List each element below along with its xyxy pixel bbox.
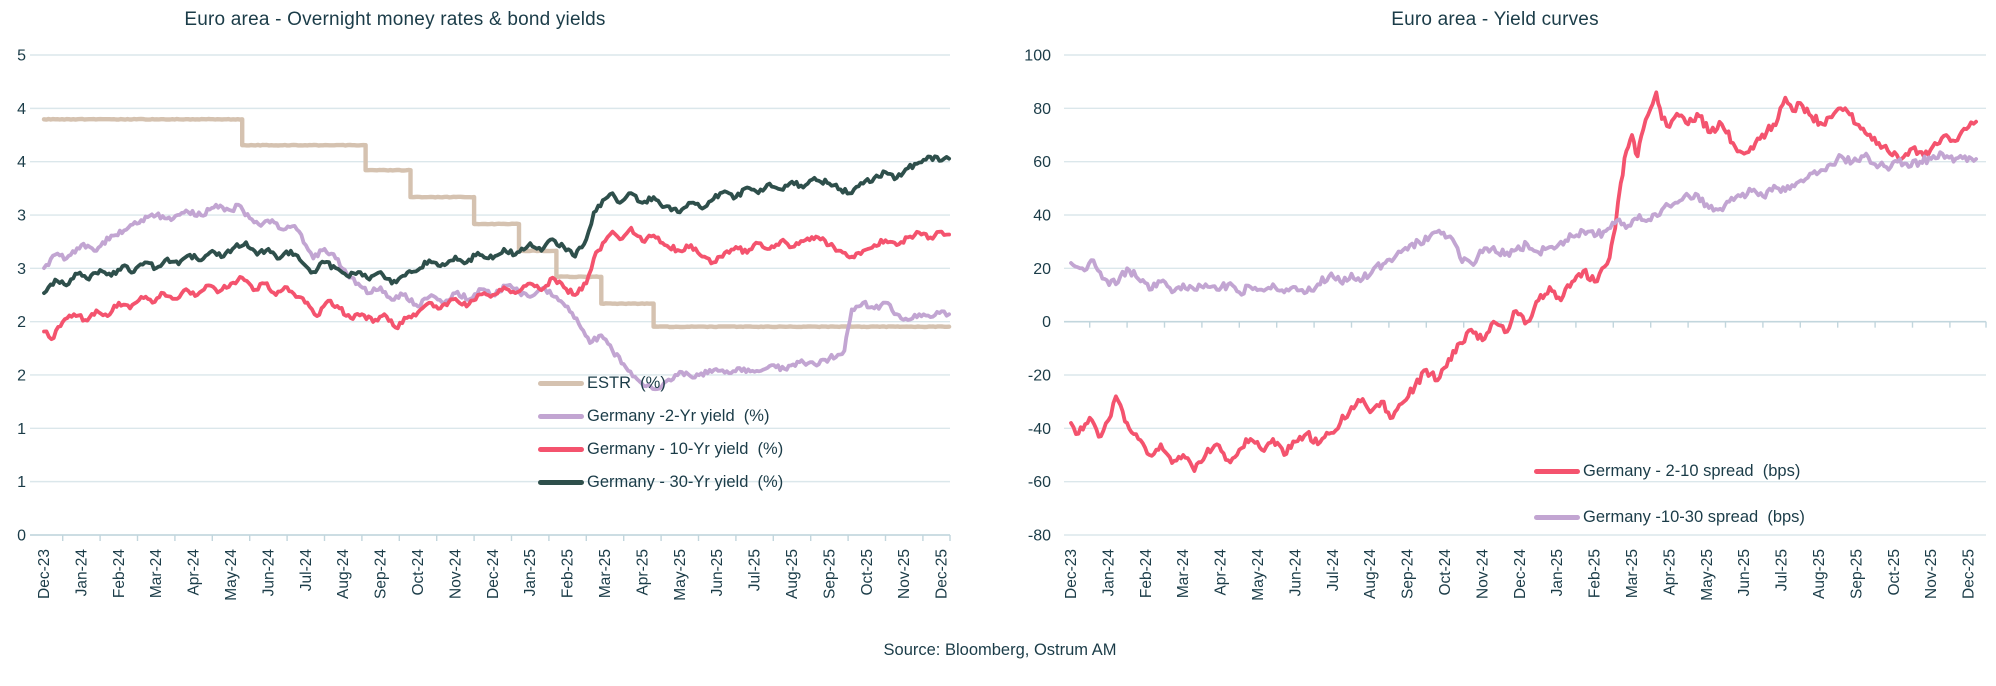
svg-text:Aug-25: Aug-25 [1811,549,1828,599]
svg-text:Jan-24: Jan-24 [1100,549,1117,597]
svg-text:Dec-24: Dec-24 [1512,549,1529,599]
svg-text:Oct-24: Oct-24 [410,549,427,596]
10-30-spread-legend-label: Germany -10-30 spread (bps) [1583,507,1805,526]
svg-text:Nov-24: Nov-24 [447,549,464,599]
svg-text:5: 5 [17,48,26,65]
svg-text:-80: -80 [1028,528,1051,545]
left-chart-title: Euro area - Overnight money rates & bond… [184,9,606,30]
svg-text:Nov-24: Nov-24 [1474,549,1491,599]
svg-text:Oct-25: Oct-25 [1886,549,1903,596]
germany-2y-legend-label: Germany -2-Yr yield (%) [587,406,770,425]
legend-item-10-30-spread: Germany -10-30 spread (bps) [1534,507,1805,527]
svg-text:Nov-25: Nov-25 [1923,549,1940,599]
svg-text:3: 3 [17,261,26,278]
svg-text:Apr-24: Apr-24 [1213,549,1230,596]
source-note: Source: Bloomberg, Ostrum AM [883,641,1117,659]
legend-item-germany-10y: Germany - 10-Yr yield (%) [538,439,783,459]
svg-text:Aug-24: Aug-24 [335,549,352,599]
svg-text:May-25: May-25 [672,549,689,601]
svg-text:Jun-24: Jun-24 [260,549,277,597]
svg-text:Apr-25: Apr-25 [1661,549,1678,596]
legend-item-2-10-spread: Germany - 2-10 spread (bps) [1534,461,1805,481]
svg-text:60: 60 [1033,154,1051,171]
svg-text:Nov-25: Nov-25 [896,549,913,599]
svg-text:Dec-24: Dec-24 [485,549,502,599]
svg-text:80: 80 [1033,101,1051,118]
svg-text:Jan-25: Jan-25 [522,549,539,596]
estr-legend-label: ESTR (%) [587,373,666,392]
svg-text:Jun-24: Jun-24 [1287,549,1304,597]
germany-30y-line-marker [538,479,584,485]
svg-text:Dec-23: Dec-23 [1063,549,1080,599]
germany-2y-line-marker [538,413,584,419]
svg-text:Dec-23: Dec-23 [36,549,53,599]
svg-text:1: 1 [17,474,26,491]
svg-text:Oct-25: Oct-25 [859,549,876,596]
svg-text:Jul-24: Jul-24 [298,549,315,592]
svg-text:0: 0 [1042,314,1051,331]
svg-text:Sep-25: Sep-25 [1848,549,1865,599]
svg-text:-60: -60 [1028,474,1051,491]
svg-text:Aug-24: Aug-24 [1362,549,1379,599]
legend-item-germany-30y: Germany - 30-Yr yield (%) [538,472,783,492]
svg-text:Dec-25: Dec-25 [934,549,951,599]
svg-text:40: 40 [1033,208,1051,225]
right-chart-title: Euro area - Yield curves [1391,9,1599,30]
svg-text:-20: -20 [1028,368,1051,385]
svg-text:Jan-25: Jan-25 [1549,549,1566,596]
left-chart-legend: ESTR (%) Germany -2-Yr yield (%) Germany… [538,373,783,505]
svg-text:Feb-24: Feb-24 [1138,549,1155,598]
svg-text:Jul-25: Jul-25 [747,549,764,591]
svg-text:Feb-25: Feb-25 [1587,549,1604,598]
svg-text:May-25: May-25 [1699,549,1716,601]
svg-text:May-24: May-24 [1250,549,1267,601]
svg-text:Feb-25: Feb-25 [560,549,577,598]
2-10-spread-line-marker [1534,468,1580,474]
germany-10y-legend-label: Germany - 10-Yr yield (%) [587,439,784,458]
svg-text:Aug-25: Aug-25 [784,549,801,599]
svg-text:Mar-24: Mar-24 [1175,549,1192,598]
svg-text:Sep-24: Sep-24 [1400,549,1417,599]
svg-text:Dec-25: Dec-25 [1961,549,1978,599]
svg-text:4: 4 [17,154,26,171]
svg-text:Apr-25: Apr-25 [634,549,651,596]
svg-text:2: 2 [17,314,26,331]
estr-line-marker [538,380,584,386]
svg-text:1: 1 [17,421,26,438]
svg-text:-40: -40 [1028,421,1051,438]
svg-text:4: 4 [17,101,26,118]
svg-text:Feb-24: Feb-24 [111,549,128,598]
svg-text:3: 3 [17,208,26,225]
right-chart-legend: Germany - 2-10 spread (bps) Germany -10-… [1534,461,1805,553]
svg-text:Sep-25: Sep-25 [821,549,838,599]
svg-text:20: 20 [1033,261,1051,278]
legend-item-estr: ESTR (%) [538,373,783,393]
germany-30y-legend-label: Germany - 30-Yr yield (%) [587,472,784,491]
svg-text:Jun-25: Jun-25 [1736,549,1753,596]
svg-text:Jul-25: Jul-25 [1774,549,1791,591]
svg-text:Jul-24: Jul-24 [1325,549,1342,592]
germany-10y-line-marker [538,446,584,452]
svg-text:0: 0 [17,528,26,545]
svg-text:Mar-24: Mar-24 [148,549,165,598]
svg-text:100: 100 [1024,48,1051,65]
svg-text:Apr-24: Apr-24 [186,549,203,596]
svg-text:Oct-24: Oct-24 [1437,549,1454,596]
svg-text:Jan-24: Jan-24 [73,549,90,597]
10-30-spread-line-marker [1534,514,1580,520]
2-10-spread-legend-label: Germany - 2-10 spread (bps) [1583,461,1801,480]
svg-text:May-24: May-24 [223,549,240,601]
svg-text:Jun-25: Jun-25 [709,549,726,596]
svg-text:Sep-24: Sep-24 [373,549,390,599]
legend-item-germany-2y: Germany -2-Yr yield (%) [538,406,783,426]
svg-text:Mar-25: Mar-25 [1624,549,1641,598]
svg-text:2: 2 [17,367,26,384]
svg-text:Mar-25: Mar-25 [597,549,614,598]
